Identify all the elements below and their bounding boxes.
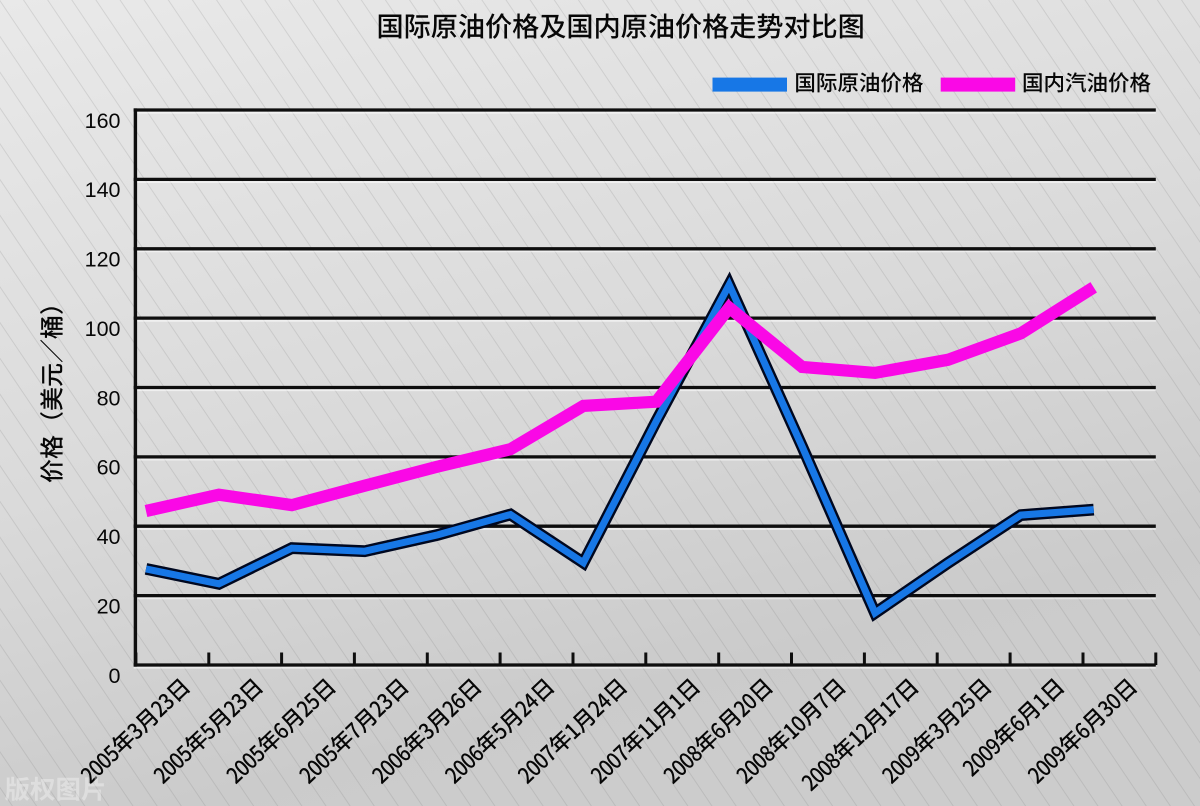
svg-text:100: 100 bbox=[85, 317, 121, 341]
svg-text:80: 80 bbox=[97, 386, 121, 410]
svg-text:20: 20 bbox=[97, 594, 121, 618]
svg-text:0: 0 bbox=[109, 664, 121, 688]
svg-text:120: 120 bbox=[85, 248, 121, 272]
svg-text:160: 160 bbox=[85, 109, 121, 133]
svg-text:60: 60 bbox=[97, 456, 121, 480]
svg-text:40: 40 bbox=[97, 525, 121, 549]
svg-text:140: 140 bbox=[85, 178, 121, 202]
